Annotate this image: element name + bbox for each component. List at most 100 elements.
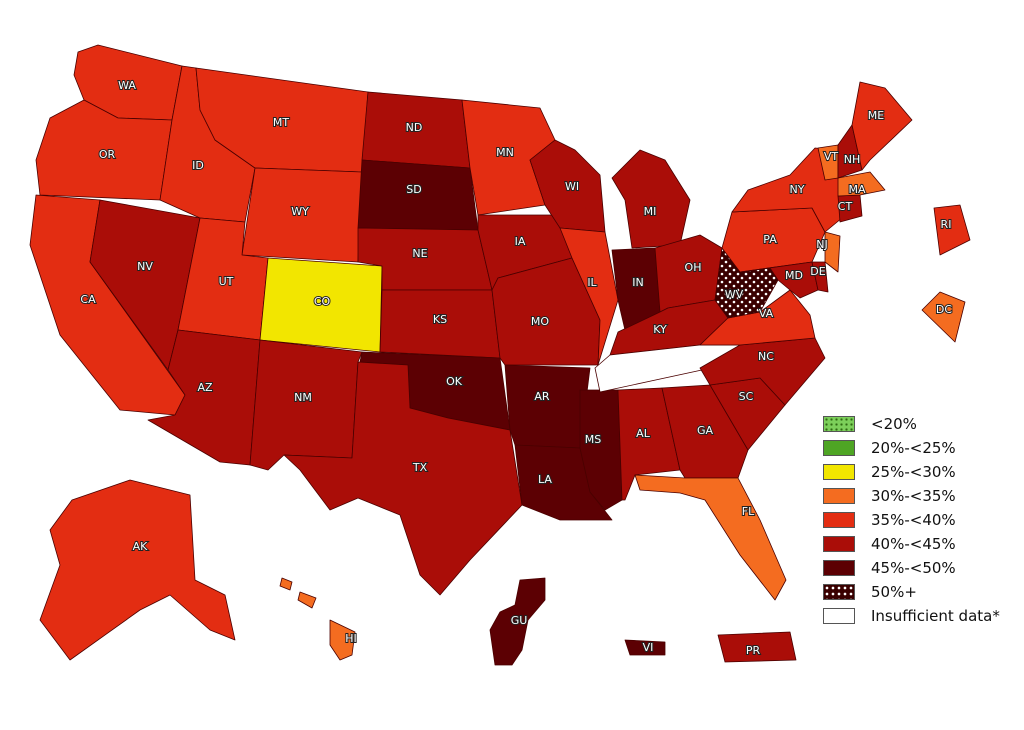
state-label-dc: DC (936, 303, 952, 316)
legend-swatch (823, 584, 855, 600)
legend-label: 25%-<30% (871, 463, 956, 481)
state-label-in: IN (632, 276, 643, 289)
state-wi (529, 139, 606, 233)
state-label-md: MD (785, 269, 803, 282)
state-label-co: CO (314, 295, 331, 308)
state-label-ma: MA (848, 183, 865, 196)
state-label-oh: OH (685, 261, 702, 274)
state-label-ne: NE (412, 247, 427, 260)
state-vi (624, 639, 666, 656)
state-label-mo: MO (531, 315, 549, 328)
legend-label: <20% (871, 415, 917, 433)
state-label-la: LA (538, 473, 552, 486)
state-ar (504, 364, 591, 449)
state-label-or: OR (99, 148, 116, 161)
state-label-ms: MS (585, 433, 601, 446)
state-label-nj: NJ (816, 238, 827, 251)
state-ri (933, 204, 971, 256)
state-label-nh: NH (844, 153, 861, 166)
state-label-ks: KS (433, 313, 447, 326)
state-mi (611, 149, 691, 249)
legend-item: 20%-<25% (823, 436, 1023, 460)
state-ak (39, 479, 236, 661)
legend-label: 50%+ (871, 583, 917, 601)
legend-swatch (823, 416, 855, 432)
state-nj (824, 231, 841, 273)
legend-swatch (823, 536, 855, 552)
legend-swatch (823, 608, 855, 624)
state-label-ga: GA (697, 424, 714, 437)
state-label-ut: UT (219, 275, 234, 288)
state-label-pa: PA (763, 233, 777, 246)
state-label-vt: VT (824, 150, 839, 163)
state-hi (279, 577, 356, 661)
state-label-ri: RI (941, 218, 952, 231)
state-label-sd: SD (406, 183, 421, 196)
state-label-wa: WA (118, 79, 136, 92)
state-tx (283, 361, 523, 596)
state-label-il: IL (587, 276, 597, 289)
legend-item: 50%+ (823, 580, 1023, 604)
legend-item: 35%-<40% (823, 508, 1023, 532)
state-pr (717, 631, 797, 663)
state-me (851, 81, 913, 171)
state-de (811, 261, 829, 293)
state-label-ny: NY (790, 183, 805, 196)
legend-label: 20%-<25% (871, 439, 956, 457)
state-label-ak: AK (133, 540, 149, 553)
state-label-ca: CA (80, 293, 96, 306)
state-label-tn: TN (640, 361, 656, 374)
state-label-ct: CT (838, 200, 853, 213)
state-label-wi: WI (565, 180, 579, 193)
state-gu (489, 577, 546, 666)
legend-item: <20% (823, 412, 1023, 436)
state-label-tx: TX (412, 461, 428, 474)
state-label-nv: NV (137, 260, 153, 273)
state-label-ia: IA (515, 235, 526, 248)
state-label-mn: MN (496, 146, 514, 159)
state-label-wy: WY (291, 205, 309, 218)
state-label-vi: VI (643, 641, 654, 654)
state-label-gu: GU (511, 614, 528, 627)
legend-swatch (823, 560, 855, 576)
legend-item: 25%-<30% (823, 460, 1023, 484)
legend-swatch (823, 464, 855, 480)
legend-item: 40%-<45% (823, 532, 1023, 556)
legend-label: Insufficient data* (871, 607, 1000, 625)
state-label-nc: NC (758, 350, 774, 363)
legend-swatch (823, 440, 855, 456)
state-label-sc: SC (739, 390, 754, 403)
state-dc (921, 291, 966, 343)
legend: <20% 20%-<25% 25%-<30% 30%-<35% 35%-<40% 40%-… (823, 412, 1023, 628)
state-label-al: AL (636, 427, 651, 440)
state-label-fl: FL (742, 505, 755, 518)
legend-item: 30%-<35% (823, 484, 1023, 508)
state-label-ky: KY (653, 323, 667, 336)
legend-label: 40%-<45% (871, 535, 956, 553)
state-label-wv: WV (725, 288, 744, 301)
state-nm (249, 339, 363, 471)
state-label-az: AZ (197, 381, 213, 394)
state-label-pr: PR (746, 644, 761, 657)
state-label-mt: MT (273, 116, 289, 129)
state-label-ok: OK (446, 375, 463, 388)
state-label-nm: NM (294, 391, 312, 404)
state-fl (634, 474, 787, 601)
legend-label: 35%-<40% (871, 511, 956, 529)
state-label-nd: ND (406, 121, 423, 134)
legend-swatch (823, 512, 855, 528)
legend-item: Insufficient data* (823, 604, 1023, 628)
state-label-ar: AR (534, 390, 550, 403)
state-label-hi: HI (345, 632, 357, 645)
state-ma (837, 171, 886, 197)
legend-swatch (823, 488, 855, 504)
legend-label: 30%-<35% (871, 487, 956, 505)
state-label-me: ME (868, 109, 884, 122)
state-label-va: VA (759, 307, 774, 320)
state-label-de: DE (810, 265, 825, 278)
legend-item: 45%-<50% (823, 556, 1023, 580)
state-label-mi: MI (644, 205, 657, 218)
state-label-id: ID (192, 159, 204, 172)
legend-label: 45%-<50% (871, 559, 956, 577)
